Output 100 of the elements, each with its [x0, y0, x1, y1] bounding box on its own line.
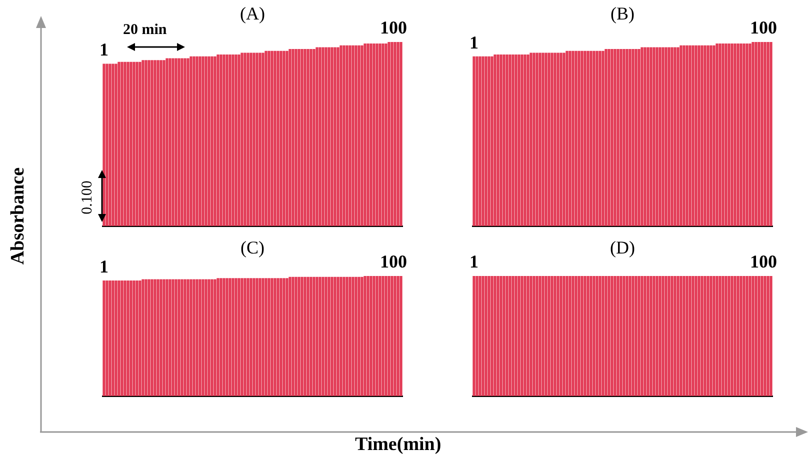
bar [728, 44, 730, 226]
bar [126, 62, 130, 226]
bar [664, 47, 668, 226]
bar [566, 50, 568, 226]
bar [532, 52, 536, 226]
bar [638, 49, 640, 226]
bar [736, 44, 740, 226]
bar [256, 52, 258, 226]
bar [280, 50, 282, 226]
bar [226, 54, 228, 226]
bar [512, 54, 514, 226]
chart-title: (B) [610, 4, 634, 24]
text: 20 min [123, 22, 167, 39]
bar [740, 44, 742, 226]
bar [208, 56, 210, 226]
bar [700, 45, 704, 226]
bar [196, 56, 198, 226]
bar [752, 42, 754, 226]
bar [334, 47, 336, 226]
bar [378, 44, 382, 226]
bar [676, 47, 680, 226]
bar [322, 47, 324, 226]
bar [282, 50, 286, 226]
bar [288, 49, 292, 226]
bar [634, 49, 638, 226]
bar [348, 45, 352, 226]
bar [530, 52, 532, 226]
bar [360, 45, 364, 226]
bar [120, 62, 124, 226]
bar [656, 47, 658, 226]
bar [258, 52, 262, 226]
bar [628, 49, 632, 226]
bar [184, 58, 186, 226]
bar [336, 47, 340, 226]
bar [574, 50, 578, 226]
bar [144, 60, 148, 226]
bar [262, 52, 264, 226]
bar [668, 47, 670, 226]
bar [244, 52, 246, 226]
bar [150, 60, 154, 226]
bar [388, 42, 390, 226]
bar [174, 58, 178, 226]
bar [330, 47, 334, 226]
bar [596, 50, 598, 226]
bar [608, 49, 610, 226]
bar [202, 56, 204, 226]
bar [210, 56, 214, 226]
bar [692, 45, 694, 226]
bar [710, 45, 712, 226]
bar [132, 62, 136, 226]
bar [238, 54, 240, 226]
bar [384, 44, 388, 226]
bar [544, 52, 548, 226]
bar [578, 50, 580, 226]
bar [192, 56, 196, 226]
text: 0.100 [79, 180, 96, 214]
bar [220, 54, 222, 226]
bar [358, 45, 360, 226]
bar [342, 45, 346, 226]
bar [658, 47, 662, 226]
bar [484, 56, 488, 226]
bar [478, 56, 482, 226]
bar [760, 42, 764, 226]
bar [620, 49, 622, 226]
bar [758, 42, 760, 226]
bar [682, 45, 686, 226]
bar [366, 44, 370, 226]
bar [318, 47, 322, 226]
bar [190, 56, 192, 226]
bar [364, 44, 366, 226]
bar [268, 50, 270, 226]
bar [572, 50, 574, 226]
bar [304, 49, 306, 226]
bar [222, 54, 226, 226]
bar [312, 49, 316, 226]
bar [112, 64, 114, 226]
bar [614, 49, 616, 226]
bar [294, 49, 298, 226]
bar [520, 54, 524, 226]
bar [142, 60, 144, 226]
bar [704, 45, 706, 226]
bar [652, 47, 656, 226]
bar [328, 47, 330, 226]
bar [232, 54, 234, 226]
bar [114, 64, 118, 226]
bar [746, 44, 748, 226]
bar [124, 62, 126, 226]
bar [316, 47, 318, 226]
x-axis-title: Time(min) [355, 434, 442, 456]
y-axis-title: Absorbance [8, 167, 30, 265]
bar [172, 58, 174, 226]
bar [674, 47, 676, 226]
bar [686, 45, 688, 226]
bar [734, 44, 736, 226]
bar [286, 50, 288, 226]
bar [538, 52, 542, 226]
bar [160, 60, 162, 226]
bar [562, 52, 566, 226]
chart-title: (D) [610, 238, 635, 258]
bar [770, 42, 772, 226]
